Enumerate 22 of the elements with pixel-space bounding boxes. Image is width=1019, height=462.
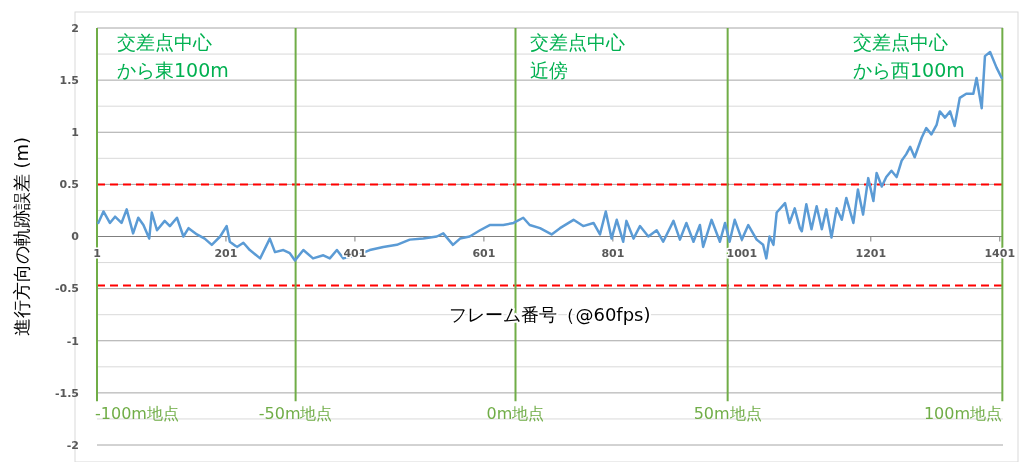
y-tick-label: 2 [71, 21, 79, 35]
ref-line-label: -50m地点 [258, 404, 333, 424]
ref-line-label: 100m地点 [923, 404, 1003, 424]
y-tick-label: -1 [66, 334, 79, 348]
annotation: 交差点中心近傍 [529, 30, 625, 81]
y-axis-title: 進行方向の軌跡誤差 (m) [11, 136, 32, 337]
y-tick-label: -1.5 [54, 386, 79, 400]
y-tick-label: 1.5 [59, 73, 79, 87]
x-tick-label: 1201 [855, 246, 887, 260]
x-tick-label: 801 [601, 246, 625, 260]
y-tick-label: -2 [66, 438, 79, 452]
ref-line-label: -100m地点 [95, 404, 179, 424]
annotation: 交差点中心から東100m [117, 30, 229, 81]
y-tick-label: 1 [71, 126, 79, 140]
y-tick-label: 0.5 [59, 178, 79, 192]
x-tick-label: 201 [214, 246, 238, 260]
ref-line-label: 0m地点 [486, 404, 545, 424]
ref-line-label: 50m地点 [693, 404, 762, 424]
y-tick-label: 0 [71, 230, 80, 244]
x-tick-label: 601 [472, 246, 496, 260]
annotation: 交差点中心から西100m [853, 30, 965, 81]
y-tick-label: -0.5 [54, 282, 79, 296]
